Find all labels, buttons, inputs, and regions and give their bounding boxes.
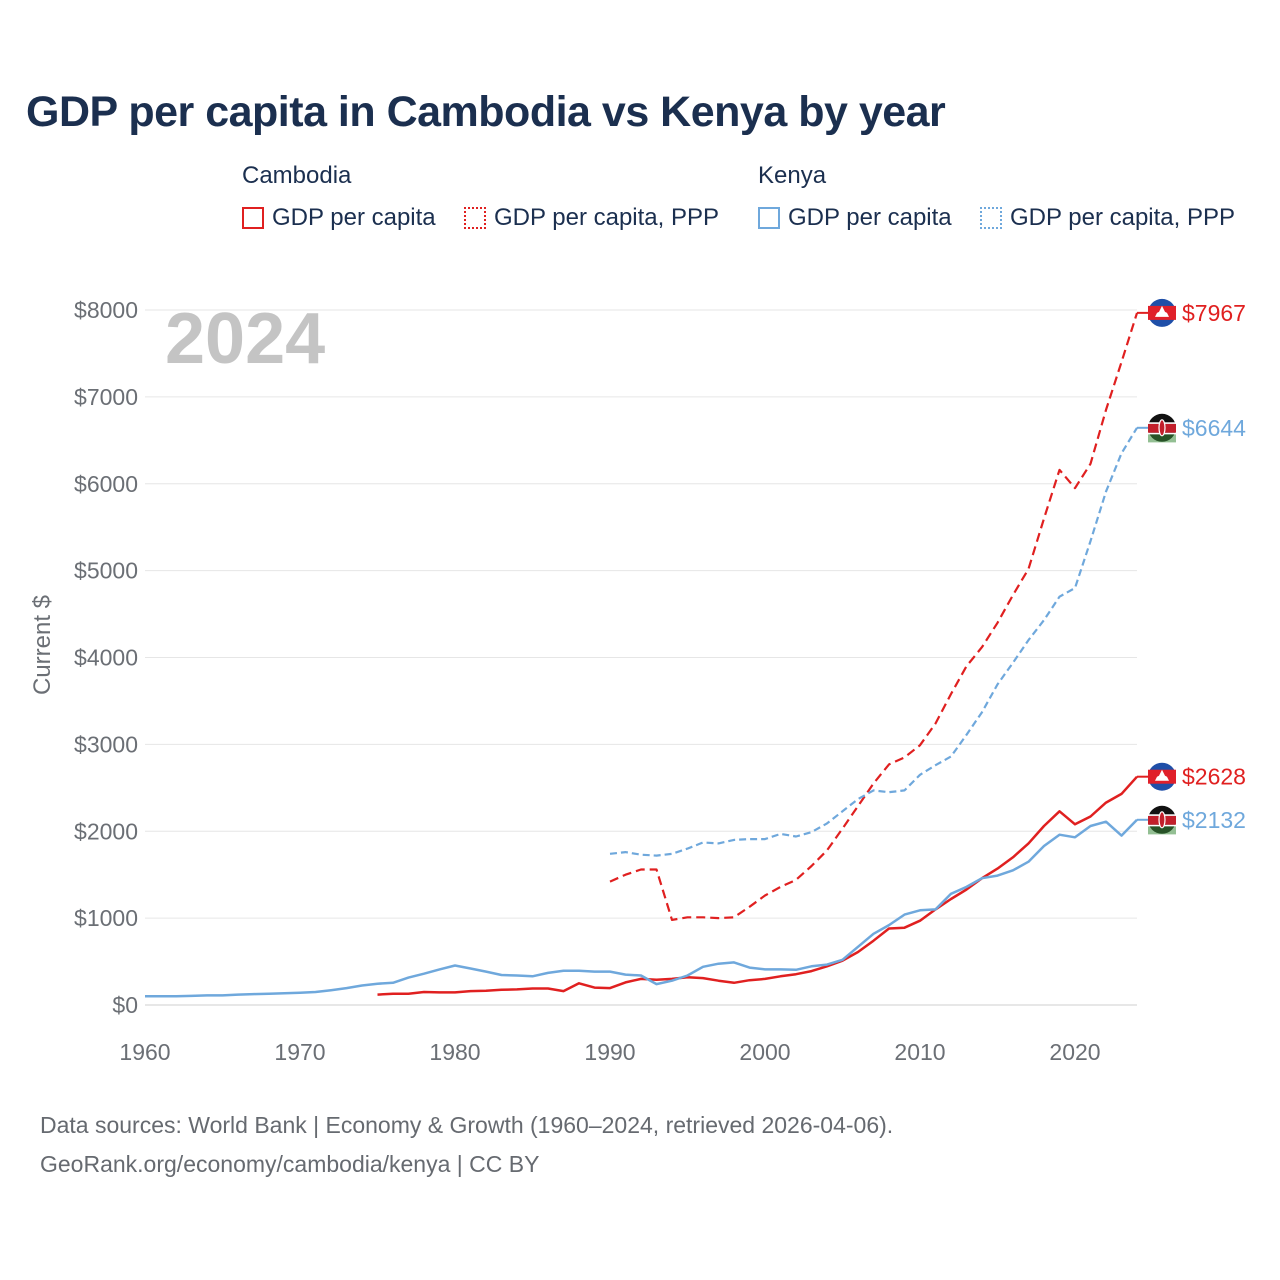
- footer: Data sources: World Bank | Economy & Gro…: [40, 1106, 893, 1184]
- footer-link: GeoRank.org/economy/cambodia/kenya | CC …: [40, 1151, 540, 1177]
- legend-swatch-dotted-blue: [980, 207, 1002, 229]
- legend-label: GDP per capita, PPP: [1010, 204, 1235, 231]
- end-value-label: $2628: [1182, 764, 1246, 790]
- y-tick-label: $4000: [74, 645, 138, 671]
- y-tick-label: $5000: [74, 558, 138, 584]
- legend-group-cambodia: Cambodia: [242, 162, 352, 189]
- legend-item-cambodia-gdp[interactable]: GDP per capita: [242, 204, 436, 232]
- x-tick-label: 2000: [739, 1039, 790, 1065]
- legend-swatch-solid-blue: [758, 207, 780, 229]
- x-tick-label: 2010: [894, 1039, 945, 1065]
- series-line-cambodia-dashed: [609, 312, 1139, 922]
- end-markers: $2628 $7967 $2132 $6644: [1137, 298, 1246, 835]
- legend-item-kenya-ppp[interactable]: GDP per capita, PPP: [980, 204, 1235, 232]
- y-tick-label: $6000: [74, 471, 138, 497]
- y-tick-label: $0: [112, 992, 138, 1018]
- legend-item-kenya-gdp[interactable]: GDP per capita: [758, 204, 952, 232]
- x-tick-label: 1960: [119, 1039, 170, 1065]
- legend-swatch-dotted-red: [464, 207, 486, 229]
- x-axis-ticks: 1960 1970 1980 1990 2000 2010 2020: [119, 1039, 1100, 1065]
- legend-label: GDP per capita: [788, 204, 952, 231]
- y-tick-label: $2000: [74, 818, 138, 844]
- x-tick-label: 2020: [1049, 1039, 1100, 1065]
- y-tick-label: $8000: [74, 297, 138, 323]
- cambodia-flag-icon: [1148, 298, 1176, 327]
- end-value-label: $2132: [1182, 807, 1246, 833]
- legend-item-cambodia-ppp[interactable]: GDP per capita, PPP: [464, 204, 719, 232]
- cambodia-flag-icon: [1148, 762, 1176, 791]
- legend-group-kenya: Kenya: [758, 162, 827, 189]
- chart-title: GDP per capita in Cambodia vs Kenya by y…: [26, 88, 946, 136]
- series-line-kenya-dotted: [609, 427, 1138, 857]
- year-watermark: 2024: [165, 299, 325, 379]
- kenya-flag-icon: [1148, 805, 1176, 835]
- footer-sources: Data sources: World Bank | Economy & Gro…: [40, 1112, 894, 1138]
- y-tick-label: $1000: [74, 905, 138, 931]
- y-axis-ticks: $0 $1000 $2000 $3000 $4000 $5000 $6000 $7000 $80…: [74, 297, 138, 1018]
- grid-lines: [145, 309, 1137, 1006]
- kenya-flag-icon: [1148, 413, 1176, 443]
- end-value-label: $7967: [1182, 300, 1246, 326]
- y-tick-label: $7000: [74, 384, 138, 410]
- x-tick-label: 1970: [274, 1039, 325, 1065]
- y-axis-label: Current $: [29, 595, 56, 695]
- series-line-kenya-solid: [145, 818, 1138, 998]
- series-line-cambodia-solid: [377, 775, 1138, 996]
- legend-label: GDP per capita, PPP: [494, 204, 719, 231]
- series-lines: [145, 312, 1139, 998]
- y-tick-label: $3000: [74, 731, 138, 757]
- x-tick-label: 1990: [584, 1039, 635, 1065]
- end-value-label: $6644: [1182, 415, 1246, 441]
- legend-label: GDP per capita: [272, 204, 436, 231]
- x-tick-label: 1980: [429, 1039, 480, 1065]
- legend-swatch-solid-red: [242, 207, 264, 229]
